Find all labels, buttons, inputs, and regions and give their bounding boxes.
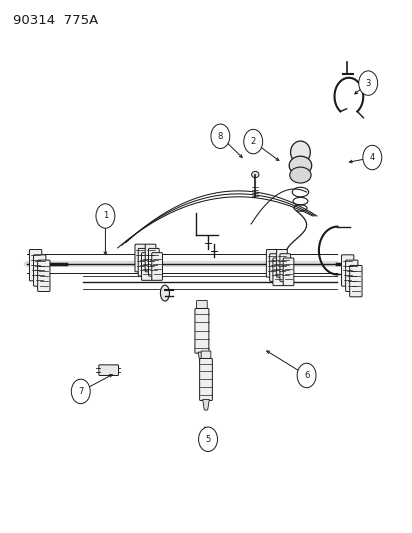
Circle shape xyxy=(96,204,115,228)
Ellipse shape xyxy=(289,156,312,175)
FancyBboxPatch shape xyxy=(148,248,159,276)
FancyBboxPatch shape xyxy=(142,253,152,280)
Text: 6: 6 xyxy=(304,371,309,380)
Circle shape xyxy=(359,71,378,95)
Ellipse shape xyxy=(160,285,169,301)
FancyBboxPatch shape xyxy=(269,254,280,281)
FancyBboxPatch shape xyxy=(283,258,294,286)
Text: 3: 3 xyxy=(365,78,371,87)
Circle shape xyxy=(199,427,218,451)
Text: 8: 8 xyxy=(218,132,223,141)
Ellipse shape xyxy=(290,141,310,164)
FancyBboxPatch shape xyxy=(200,359,212,400)
Circle shape xyxy=(363,146,382,169)
Text: 90314  775A: 90314 775A xyxy=(13,14,98,27)
Text: 4: 4 xyxy=(370,153,375,162)
FancyBboxPatch shape xyxy=(350,265,362,297)
Circle shape xyxy=(244,130,263,154)
FancyBboxPatch shape xyxy=(195,309,209,353)
FancyBboxPatch shape xyxy=(276,249,287,277)
FancyBboxPatch shape xyxy=(342,255,354,286)
FancyBboxPatch shape xyxy=(267,249,277,277)
FancyBboxPatch shape xyxy=(99,365,119,375)
Text: 2: 2 xyxy=(250,137,256,146)
FancyBboxPatch shape xyxy=(201,351,211,360)
FancyBboxPatch shape xyxy=(135,244,145,272)
Text: 7: 7 xyxy=(78,387,84,396)
FancyBboxPatch shape xyxy=(346,260,358,292)
FancyBboxPatch shape xyxy=(197,301,207,310)
FancyBboxPatch shape xyxy=(138,248,149,276)
Text: 1: 1 xyxy=(103,212,108,221)
Polygon shape xyxy=(198,352,206,364)
Text: 5: 5 xyxy=(206,435,211,444)
FancyBboxPatch shape xyxy=(152,253,162,280)
FancyBboxPatch shape xyxy=(29,249,42,281)
FancyBboxPatch shape xyxy=(145,244,156,272)
Circle shape xyxy=(71,379,90,403)
FancyBboxPatch shape xyxy=(273,258,283,286)
Polygon shape xyxy=(203,399,209,410)
Circle shape xyxy=(297,364,316,387)
Ellipse shape xyxy=(252,171,259,177)
FancyBboxPatch shape xyxy=(37,260,50,292)
FancyBboxPatch shape xyxy=(33,255,46,286)
FancyBboxPatch shape xyxy=(280,254,290,281)
Ellipse shape xyxy=(290,167,311,183)
Circle shape xyxy=(211,124,230,149)
